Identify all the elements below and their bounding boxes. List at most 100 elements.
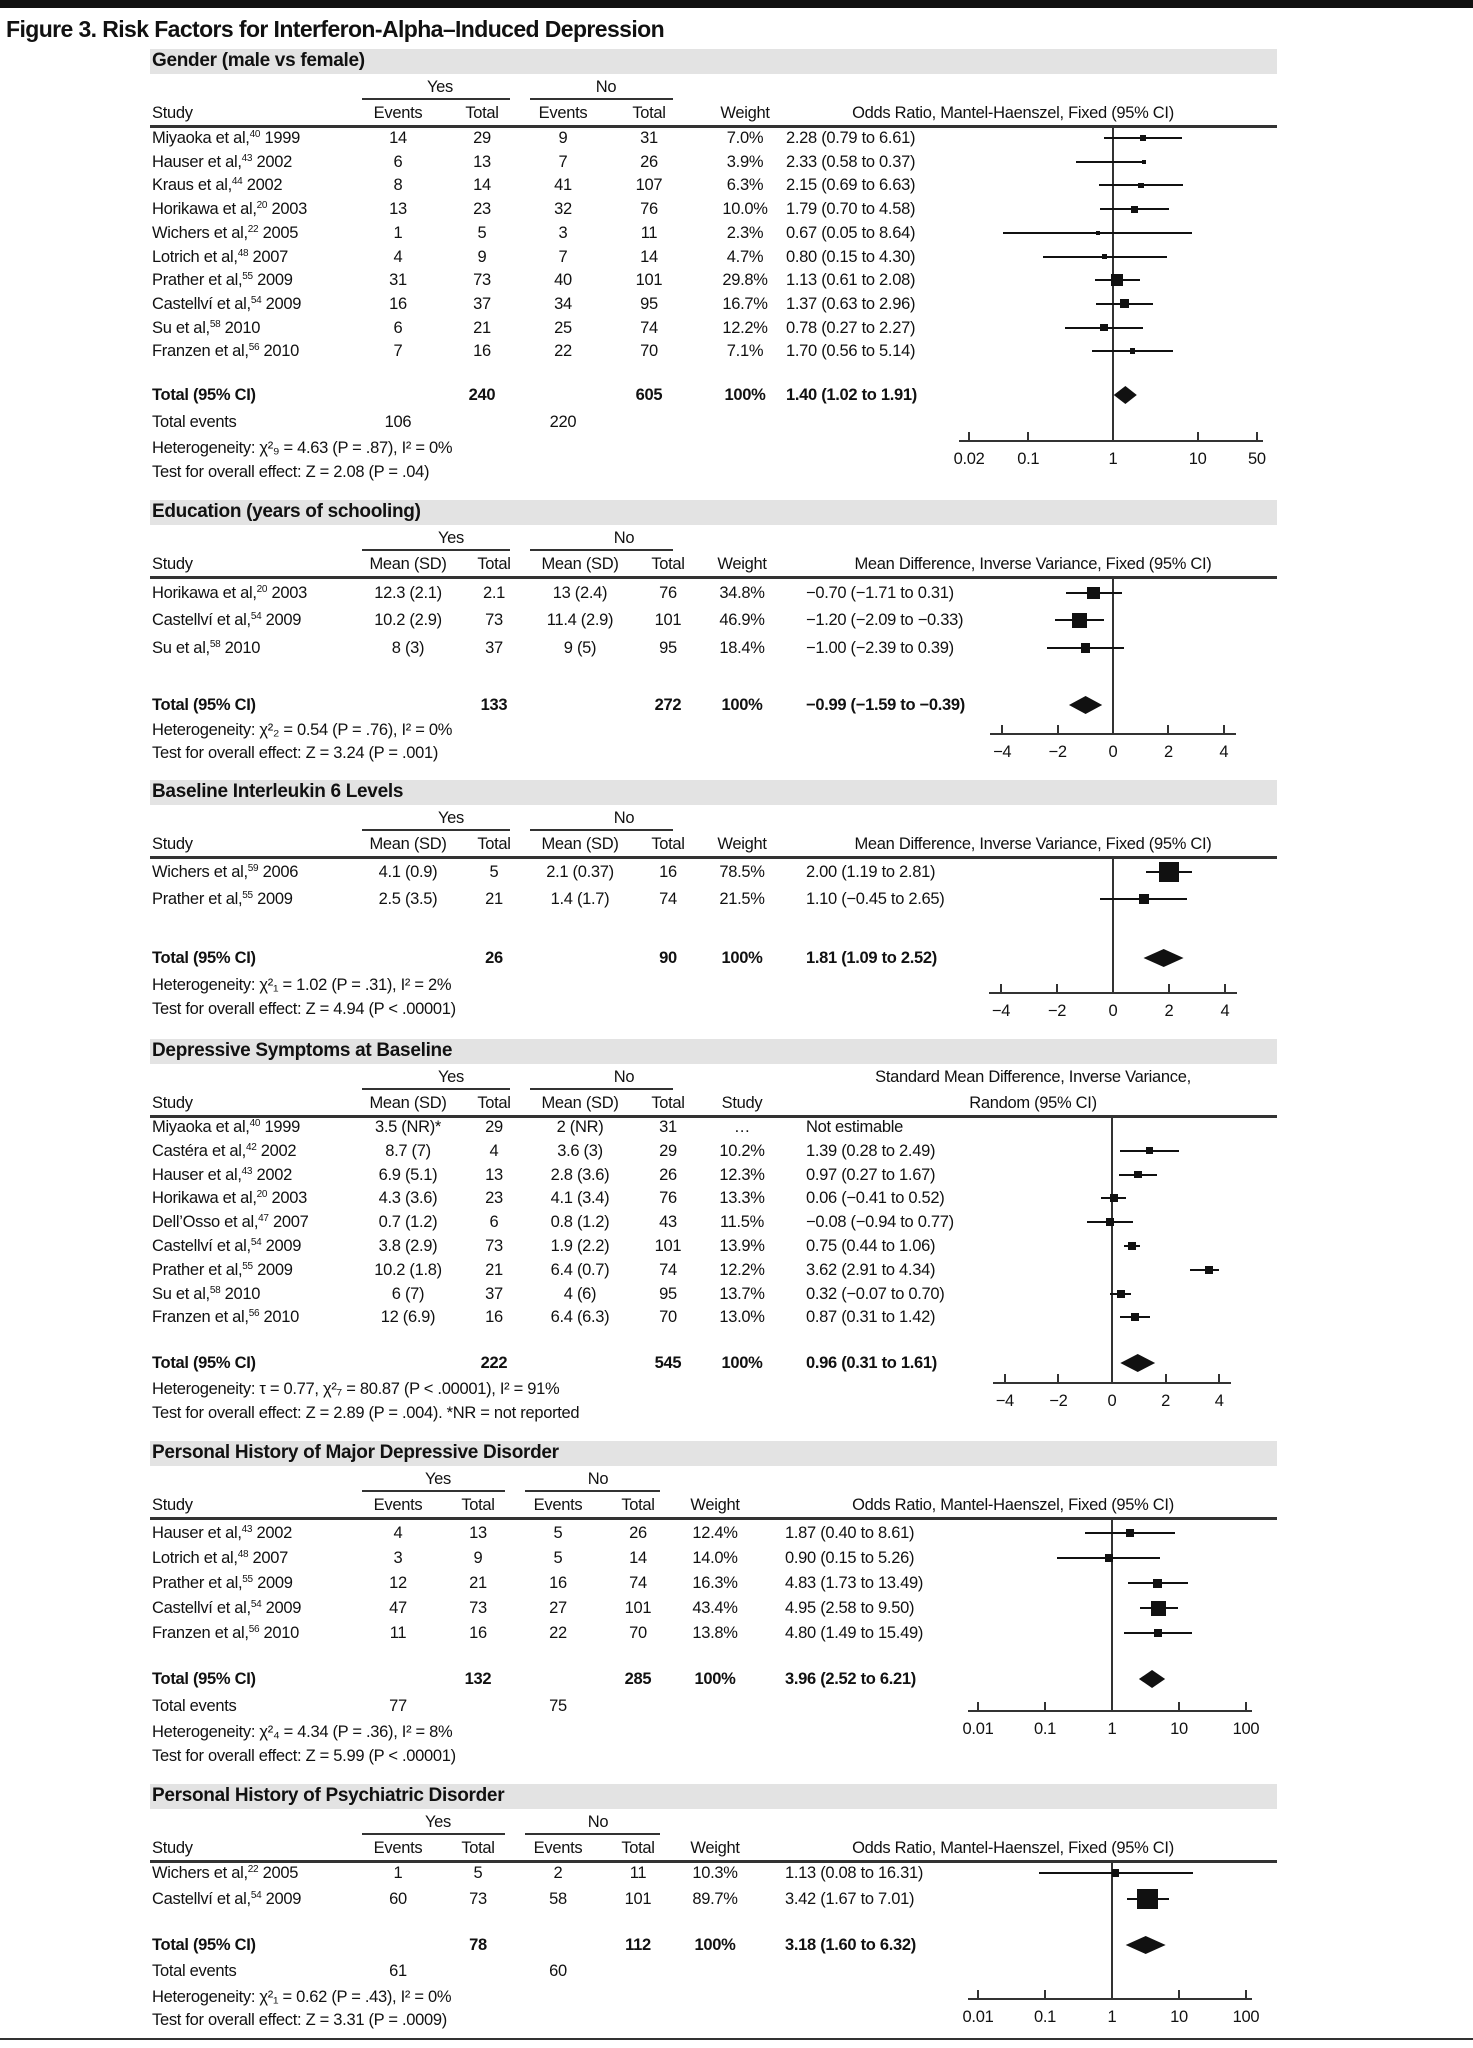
x-axis-tick-label: 0 bbox=[1108, 1002, 1118, 1020]
study-year: 2002 bbox=[256, 152, 292, 171]
no-value: 9 (5) bbox=[563, 638, 597, 657]
x-axis-tick bbox=[1000, 984, 1002, 992]
x-axis-tick-label: −2 bbox=[1049, 1392, 1068, 1410]
no-total: 101 bbox=[654, 1237, 682, 1255]
column-header-study: Study bbox=[152, 1094, 193, 1112]
study-ref: 20 bbox=[256, 1189, 268, 1201]
yes-total: 13 bbox=[469, 1524, 487, 1542]
study-year: 2009 bbox=[265, 1599, 302, 1618]
x-axis-tick bbox=[1112, 432, 1114, 440]
study-label: Prather et al,55 2009 bbox=[152, 270, 293, 290]
group-label-yes: Yes bbox=[437, 809, 465, 827]
effect-ci-text: 1.39 (0.28 to 2.49) bbox=[806, 1141, 936, 1160]
group-label-yes: Yes bbox=[437, 1068, 465, 1086]
study-author: Franzen et al, bbox=[152, 1308, 249, 1327]
x-axis-line bbox=[992, 1382, 1232, 1384]
x-axis-tick bbox=[1003, 1374, 1006, 1382]
study-author: Castellví et al, bbox=[152, 611, 251, 630]
study-ref: 54 bbox=[250, 294, 262, 306]
no-value: 2.8 (3.6) bbox=[550, 1165, 610, 1184]
null-effect-line bbox=[1112, 856, 1114, 992]
heterogeneity-text: Heterogeneity: χ²₁ = 0.62 (P = .43), I² … bbox=[152, 1988, 452, 2006]
point-estimate-square bbox=[1127, 1241, 1137, 1251]
no-total: 101 bbox=[624, 1599, 652, 1618]
column-header-value: Events bbox=[373, 1839, 423, 1857]
study-label: Castellví et al,54 2009 bbox=[152, 610, 301, 630]
study-year: 2010 bbox=[263, 1308, 300, 1327]
yes-total: 73 bbox=[469, 1890, 487, 1908]
study-author: Su et al, bbox=[152, 318, 210, 337]
group-underline-no bbox=[525, 1490, 660, 1492]
column-header-total: Total bbox=[461, 1496, 495, 1514]
x-axis-line bbox=[989, 992, 1237, 994]
group-label-yes: Yes bbox=[437, 529, 465, 547]
weight-value: 16.3% bbox=[692, 1574, 738, 1593]
summary-diamond bbox=[1068, 696, 1103, 714]
group-underline-yes bbox=[362, 1088, 510, 1090]
study-ref: 59 bbox=[247, 863, 259, 874]
yes-value: 14 bbox=[389, 129, 407, 147]
effect-ci-text: 4.80 (1.49 to 15.49) bbox=[785, 1624, 924, 1643]
yes-value: 8 bbox=[393, 176, 403, 195]
study-year: 2007 bbox=[252, 1549, 289, 1568]
total-yes: 132 bbox=[464, 1670, 492, 1688]
yes-total: 73 bbox=[485, 611, 503, 630]
no-value: 2 (NR) bbox=[556, 1118, 604, 1136]
x-axis-tick bbox=[1222, 725, 1225, 733]
study-label: Franzen et al,56 2010 bbox=[152, 1623, 299, 1643]
no-total: 74 bbox=[629, 1574, 647, 1593]
study-ref: 42 bbox=[245, 1141, 257, 1153]
point-estimate-square bbox=[1080, 643, 1090, 653]
effect-ci-text: 4.83 (1.73 to 13.49) bbox=[785, 1574, 924, 1593]
summary-diamond bbox=[1138, 1670, 1166, 1688]
weight-value: 21.5% bbox=[719, 890, 765, 909]
summary-diamond-layer bbox=[1143, 949, 1184, 967]
section-title: Education (years of schooling) bbox=[152, 501, 421, 522]
section-header-bar bbox=[150, 500, 1277, 525]
weight-value: 11.5% bbox=[719, 1213, 765, 1232]
study-author: Castéra et al, bbox=[152, 1141, 246, 1160]
study-year: 2009 bbox=[265, 1237, 302, 1255]
study-year: 2003 bbox=[271, 200, 307, 219]
yes-total: 16 bbox=[473, 342, 491, 361]
point-estimate-square bbox=[1138, 182, 1144, 189]
total-events-label: Total events bbox=[152, 413, 237, 431]
study-ref: 40 bbox=[249, 129, 261, 140]
study-label: Prather et al,55 2009 bbox=[152, 1573, 293, 1593]
no-value: 2.1 (0.37) bbox=[546, 863, 614, 881]
study-ref: 43 bbox=[241, 1165, 253, 1177]
point-estimate-square bbox=[1111, 274, 1124, 287]
x-axis-tick bbox=[1057, 1374, 1060, 1382]
column-header-total: Total bbox=[621, 1496, 655, 1514]
study-year: 2009 bbox=[265, 611, 302, 630]
total-weight: 100% bbox=[721, 949, 763, 967]
study-label: Wichers et al,22 2005 bbox=[152, 223, 298, 243]
top-rule bbox=[0, 0, 1473, 8]
point-estimate-square bbox=[1138, 894, 1149, 905]
study-year: 2009 bbox=[257, 271, 293, 290]
no-value: 58 bbox=[549, 1890, 567, 1908]
yes-value: 13 bbox=[389, 200, 407, 219]
study-label: Hauser et al,43 2002 bbox=[152, 1165, 292, 1185]
weight-value: 12.3% bbox=[719, 1165, 765, 1184]
header-rule bbox=[150, 1115, 1277, 1118]
x-axis-tick-label: 2 bbox=[1163, 743, 1173, 761]
yes-value: 3 bbox=[393, 1549, 403, 1568]
weight-value: 46.9% bbox=[719, 611, 765, 630]
no-total: 107 bbox=[635, 176, 663, 195]
study-year: 2003 bbox=[271, 584, 307, 602]
column-header-value: Events bbox=[373, 1496, 423, 1514]
x-axis-tick-label: 0.1 bbox=[1017, 450, 1040, 468]
total-events-label: Total events bbox=[152, 1697, 237, 1715]
total-no: 545 bbox=[654, 1354, 682, 1372]
ci-line bbox=[1189, 1268, 1220, 1271]
column-header-study: Study bbox=[152, 835, 193, 853]
column-header-total: Total bbox=[477, 835, 511, 853]
no-value: 11.4 (2.9) bbox=[546, 611, 614, 630]
effect-ci-text: 0.06 (−0.41 to 0.52) bbox=[806, 1189, 945, 1208]
study-ref: 58 bbox=[209, 638, 221, 650]
study-label: Lotrich et al,48 2007 bbox=[152, 1548, 288, 1568]
yes-value: 6 bbox=[393, 152, 403, 171]
column-header-value: Events bbox=[373, 104, 423, 122]
total-yes: 133 bbox=[480, 696, 508, 714]
